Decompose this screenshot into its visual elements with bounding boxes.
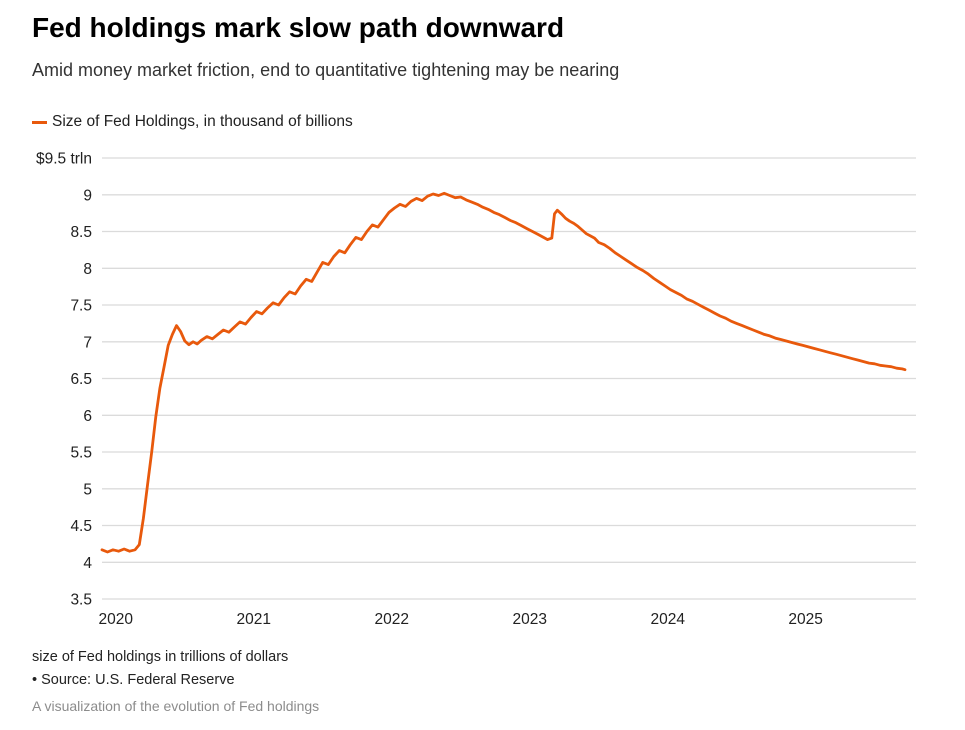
y-axis-tick-label: 6.5 — [70, 371, 92, 388]
page-subtitle: Amid money market friction, end to quant… — [32, 60, 620, 80]
x-axis-tick-label: 2024 — [650, 611, 685, 628]
y-axis-tick-label: 8 — [83, 261, 92, 278]
chart-caption: size of Fed holdings in trillions of dol… — [32, 649, 289, 665]
legend-line-swatch — [32, 120, 47, 124]
x-axis-tick-label: 2021 — [237, 611, 271, 628]
legend: Size of Fed Holdings, in thousand of bil… — [32, 113, 353, 131]
legend-label: Size of Fed Holdings, in thousand of bil… — [52, 113, 353, 130]
y-axis-tick-label: $9.5 trln — [36, 151, 92, 168]
y-axis-tick-label: 7.5 — [70, 298, 92, 315]
fed-holdings-chart: $9.5 trln 9 8.5 8 7.5 7 6.5 6 5.5 5 4.5 4 3.5 2020 202… — [0, 140, 965, 640]
x-axis-tick-label: 2023 — [512, 611, 546, 628]
y-axis-tick-label: 4.5 — [70, 518, 92, 535]
x-axis-tick-label: 2022 — [374, 611, 408, 628]
chart-canvas: $9.5 trln 9 8.5 8 7.5 7 6.5 6 5.5 5 4.5 4 3.5 2020 202… — [36, 151, 916, 628]
y-axis-tick-label: 5 — [83, 481, 92, 498]
y-axis-tick-label: 3.5 — [70, 592, 92, 609]
x-axis-tick-label: 2025 — [788, 611, 822, 628]
chart-source: • Source: U.S. Federal Reserve — [32, 672, 235, 688]
y-axis-tick-label: 6 — [83, 408, 92, 425]
y-axis-tick-label: 5.5 — [70, 445, 92, 462]
y-axis-tick-label: 7 — [83, 334, 92, 351]
page-title: Fed holdings mark slow path downward — [32, 12, 565, 43]
fed-holdings-line — [100, 191, 907, 554]
y-axis-tick-label: 9 — [83, 187, 92, 204]
y-axis-tick-label: 8.5 — [70, 224, 92, 241]
chart-note: A visualization of the evolution of Fed … — [32, 698, 320, 714]
y-axis-tick-label: 4 — [83, 555, 92, 572]
x-axis-tick-label: 2020 — [99, 611, 134, 628]
